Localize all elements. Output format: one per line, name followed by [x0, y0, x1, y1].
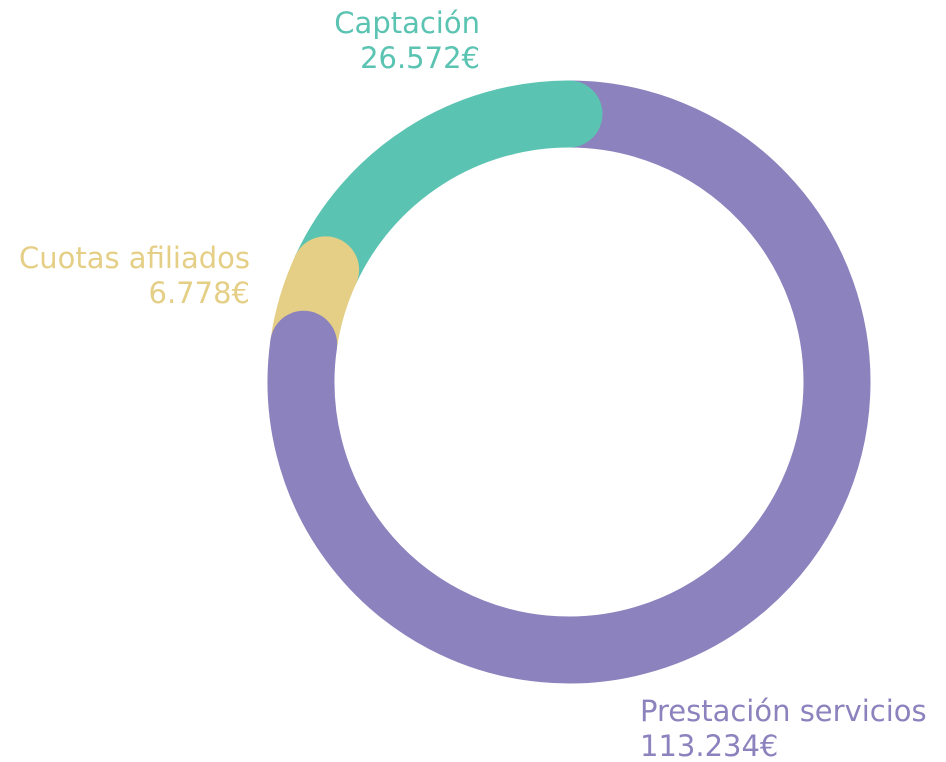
segment-cap: [270, 310, 338, 378]
segment-cap: [292, 236, 360, 304]
segment-value-label: 6.778€: [149, 276, 250, 310]
segment-cap: [535, 80, 603, 148]
segment-value-label: 113.234€: [640, 729, 778, 762]
segment-label: Prestación servicios: [640, 694, 927, 728]
donut-segment: [295, 80, 570, 285]
segment-label: Captación: [334, 6, 480, 40]
donut-segment: [267, 80, 871, 684]
segment-label: Cuotas afiliados: [19, 241, 250, 275]
segment-value-label: 26.572€: [360, 41, 480, 75]
